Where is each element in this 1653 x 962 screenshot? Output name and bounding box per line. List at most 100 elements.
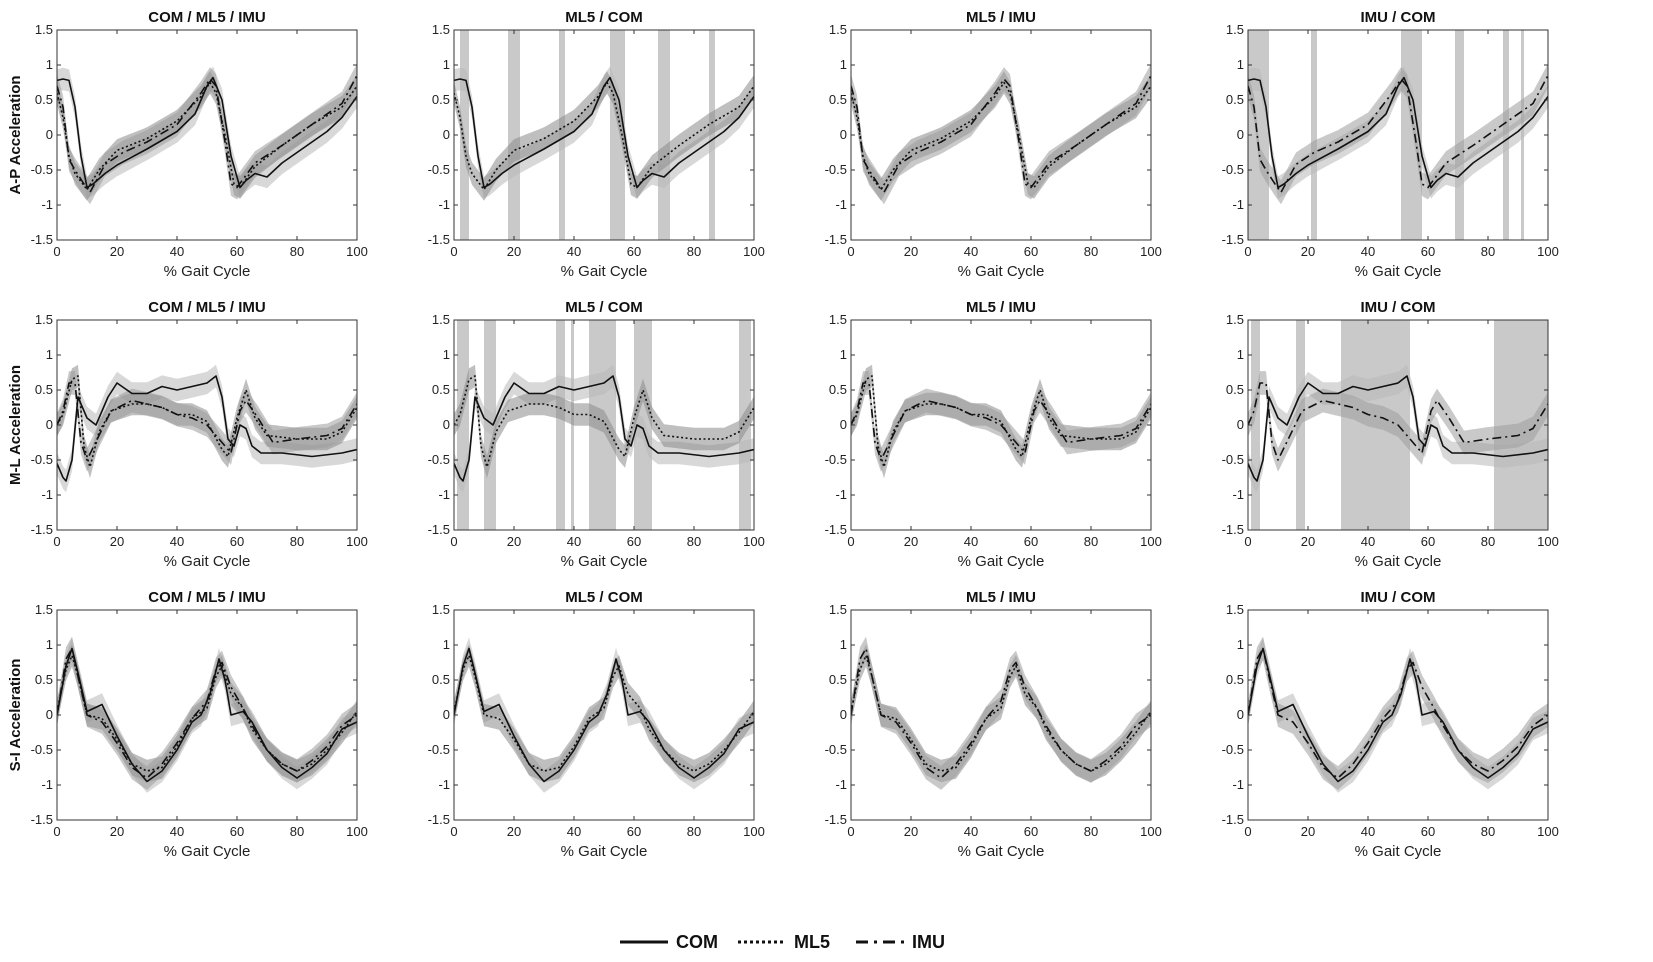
x-tick-label: 40 [964, 534, 978, 549]
y-tick-label: -1.5 [428, 232, 450, 247]
y-tick-label: -0.5 [1222, 162, 1244, 177]
y-tick-label: -0.5 [428, 162, 450, 177]
x-tick-label: 60 [1421, 534, 1435, 549]
y-tick-label: 0 [1237, 707, 1244, 722]
panel-title: IMU / COM [1361, 589, 1436, 606]
panel-title: ML5 / IMU [966, 299, 1036, 316]
y-tick-label: 1 [443, 57, 450, 72]
y-tick-label: 0 [443, 127, 450, 142]
y-tick-label: -1 [1232, 487, 1244, 502]
x-tick-label: 40 [1361, 824, 1375, 839]
x-tick-label: 40 [964, 244, 978, 259]
x-tick-label: 20 [904, 824, 918, 839]
x-tick-label: 0 [1244, 824, 1251, 839]
sd-band-ml5 [454, 644, 754, 783]
y-tick-label: -0.5 [428, 452, 450, 467]
series-line-ml5 [57, 81, 357, 191]
x-tick-label: 100 [1537, 824, 1559, 839]
x-tick-label: 60 [627, 534, 641, 549]
y-tick-label: 0.5 [1226, 672, 1244, 687]
x-tick-label: 60 [627, 824, 641, 839]
y-tick-label: 0.5 [1226, 92, 1244, 107]
x-tick-label: 20 [507, 534, 521, 549]
y-tick-label: 1 [46, 637, 53, 652]
x-tick-label: 100 [743, 534, 765, 549]
x-tick-label: 80 [687, 244, 701, 259]
x-tick-label: 100 [1140, 824, 1162, 839]
x-axis-label: % Gait Cycle [164, 553, 251, 570]
series-line-com [1248, 375, 1548, 482]
significance-region [508, 30, 520, 240]
significance-region [1251, 320, 1260, 530]
panel-title: IMU / COM [1361, 299, 1436, 316]
x-tick-label: 0 [53, 534, 60, 549]
y-tick-label: 0.5 [432, 92, 450, 107]
legend: COM ML5 IMU [620, 932, 945, 952]
x-tick-label: 0 [847, 534, 854, 549]
x-tick-label: 80 [1084, 534, 1098, 549]
significance-region [1311, 30, 1317, 240]
sd-band-imu [851, 63, 1151, 205]
x-tick-label: 0 [450, 824, 457, 839]
series-line-ml5 [851, 654, 1151, 772]
series-line-ml5 [851, 375, 1151, 468]
significance-region [658, 30, 670, 240]
y-tick-label: 1.5 [829, 602, 847, 617]
x-tick-label: 20 [110, 824, 124, 839]
y-tick-label: 1.5 [432, 22, 450, 37]
x-tick-label: 80 [1084, 824, 1098, 839]
series-line-imu [1248, 382, 1548, 461]
y-tick-label: 0 [443, 707, 450, 722]
x-tick-label: 40 [170, 824, 184, 839]
series-line-imu [57, 382, 357, 461]
panel-title: ML5 / IMU [966, 9, 1036, 26]
y-tick-label: -1.5 [31, 812, 53, 827]
y-axis-label-row-3: S-I Acceleration [7, 659, 24, 772]
series-line-imu [851, 647, 1151, 779]
sd-band-com [1248, 637, 1548, 793]
sd-band-com [454, 66, 754, 199]
y-tick-label: -1.5 [31, 522, 53, 537]
series-line-com [454, 647, 754, 783]
x-tick-label: 40 [964, 824, 978, 839]
sd-band-imu [1248, 63, 1548, 205]
y-tick-label: -1.5 [1222, 812, 1244, 827]
y-tick-label: -1 [1232, 197, 1244, 212]
x-axis-label: % Gait Cycle [1355, 263, 1442, 280]
y-tick-label: -1 [438, 777, 450, 792]
x-tick-label: 100 [346, 244, 368, 259]
x-tick-label: 100 [743, 244, 765, 259]
y-tick-label: 1.5 [829, 22, 847, 37]
y-tick-label: 1.5 [829, 312, 847, 327]
y-tick-label: 1.5 [1226, 312, 1244, 327]
y-tick-label: -1 [438, 197, 450, 212]
y-tick-label: -1.5 [825, 232, 847, 247]
x-axis-label: % Gait Cycle [958, 263, 1045, 280]
y-tick-label: -1.5 [825, 812, 847, 827]
x-tick-label: 40 [567, 534, 581, 549]
panel-title: COM / ML5 / IMU [148, 9, 266, 26]
series-line-imu [851, 382, 1151, 461]
y-tick-label: -1 [835, 197, 847, 212]
y-tick-label: -1 [41, 777, 53, 792]
x-axis-label: % Gait Cycle [1355, 843, 1442, 860]
y-tick-label: 1.5 [432, 602, 450, 617]
series-line-ml5 [851, 81, 1151, 191]
y-tick-label: 1 [840, 637, 847, 652]
y-tick-label: 0 [1237, 127, 1244, 142]
significance-region [1455, 30, 1464, 240]
x-tick-label: 20 [1301, 534, 1315, 549]
x-tick-label: 0 [847, 244, 854, 259]
y-tick-label: 0.5 [35, 92, 53, 107]
x-tick-label: 40 [1361, 534, 1375, 549]
x-tick-label: 0 [53, 824, 60, 839]
series-line-com [1248, 647, 1548, 783]
x-axis-label: % Gait Cycle [561, 263, 648, 280]
y-tick-label: 1 [1237, 57, 1244, 72]
x-tick-label: 20 [1301, 824, 1315, 839]
panel-title: ML5 / IMU [966, 589, 1036, 606]
